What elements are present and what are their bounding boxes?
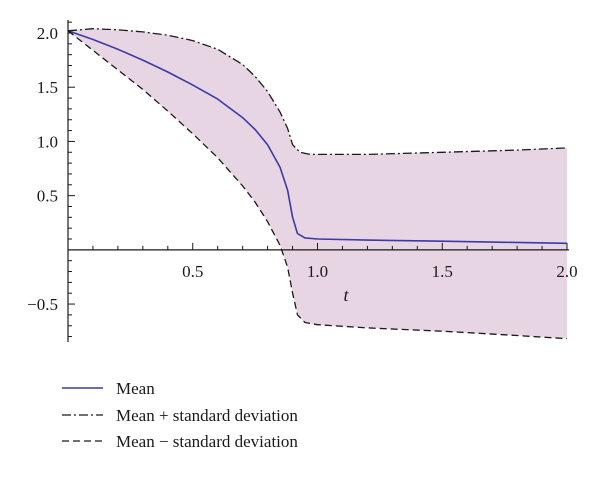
x-tick-label: 1.0 [307, 262, 328, 281]
legend-item-mean-plus-sd: Mean + standard deviation [62, 406, 298, 425]
x-tick-label: 2.0 [556, 262, 577, 281]
std-dev-band-layer [68, 28, 567, 339]
axes [67, 20, 569, 342]
x-tick-label: 1.5 [432, 262, 453, 281]
x-tick-label: 0.5 [182, 262, 203, 281]
y-tick-label: 0.5 [37, 187, 58, 206]
series-layer [67, 28, 568, 340]
y-tick-label: 1.5 [37, 78, 58, 97]
x-axis-label: t [343, 285, 349, 305]
y-tick-label: 2.0 [37, 24, 58, 43]
tick-labels: 0.5 1.0 1.5 2.0 2.0 1.5 1.0 0.5 −0.5 [27, 24, 577, 314]
std-dev-band [68, 28, 567, 339]
legend-label-mean-minus-sd: Mean − standard deviation [116, 432, 298, 451]
y-tick-label: 1.0 [37, 132, 58, 151]
legend-label-mean: Mean [116, 379, 155, 398]
legend-label-mean-plus-sd: Mean + standard deviation [116, 406, 298, 425]
legend: Mean Mean + standard deviation Mean − st… [62, 379, 298, 451]
series-line-mean [67, 30, 568, 245]
series-line-mean-minus-sd [67, 30, 568, 340]
legend-item-mean-minus-sd: Mean − standard deviation [62, 432, 298, 451]
legend-item-mean: Mean [62, 379, 155, 398]
y-tick-label: −0.5 [27, 295, 58, 314]
